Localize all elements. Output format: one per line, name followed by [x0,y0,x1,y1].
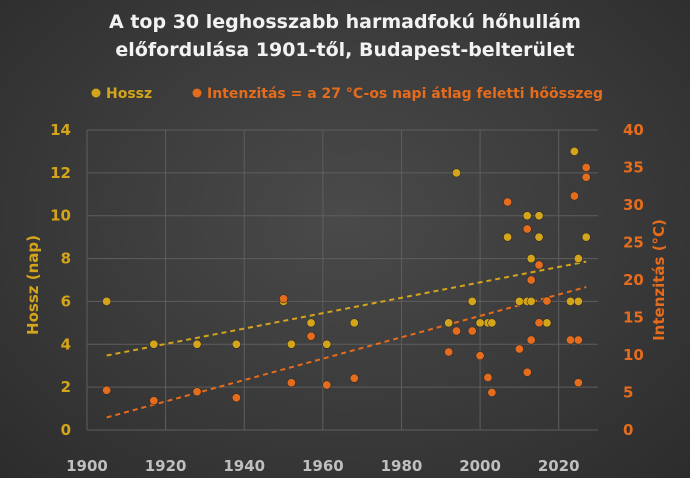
chart-title-line2: előfordulása 1901-től, Budapest-belterül… [115,39,574,61]
trendline-intenzitas [106,286,587,419]
point-intenzitas [573,378,583,388]
point-intenzitas [526,275,536,285]
trendlines [106,260,587,419]
point-intenzitas [286,378,296,388]
y-tick-label: 8 [61,250,71,268]
y2-tick-label: 0 [623,421,633,439]
legend-marker-intenzitas [192,88,202,98]
point-hossz [534,211,544,221]
y2-tick-label: 10 [623,346,644,364]
point-hossz [565,296,575,306]
y2-tick-label: 40 [623,121,644,139]
point-intenzitas [483,372,493,382]
point-hossz [149,339,159,349]
y2-tick-label: 25 [623,234,644,252]
x-tick-label: 1940 [223,457,265,475]
point-hossz [573,254,583,264]
point-hossz [451,168,461,178]
point-hossz [569,146,579,156]
x-tick-label: 1960 [302,457,344,475]
point-hossz [522,211,532,221]
y-tick-label: 0 [61,421,71,439]
point-hossz [306,318,316,328]
point-intenzitas [192,387,202,397]
y2-axis-title: Intenzitás (°C) [650,219,668,341]
point-hossz [444,318,454,328]
point-hossz [581,232,591,242]
point-hossz [475,318,485,328]
data-points [102,146,591,406]
point-intenzitas [534,260,544,270]
point-hossz [286,339,296,349]
y-tick-label: 6 [61,292,71,310]
point-intenzitas [542,296,552,306]
y-tick-label: 14 [50,121,71,139]
point-hossz [503,232,513,242]
point-intenzitas [522,224,532,234]
y2-tick-label: 35 [623,159,644,177]
y2-tick-label: 15 [623,309,644,327]
point-intenzitas [569,191,579,201]
point-intenzitas [102,385,112,395]
gridlines [86,129,598,431]
point-intenzitas [467,326,477,336]
point-intenzitas [149,396,159,406]
y-tick-label: 10 [50,207,71,225]
point-intenzitas [534,318,544,328]
y-tick-label: 4 [61,335,71,353]
point-intenzitas [279,294,289,304]
point-intenzitas [349,373,359,383]
point-intenzitas [451,326,461,336]
point-intenzitas [581,172,591,182]
point-intenzitas [444,347,454,357]
chart-title-line1: A top 30 leghosszabb harmadfokú hőhullám [109,11,581,33]
point-hossz [573,296,583,306]
point-intenzitas [231,393,241,403]
point-intenzitas [526,335,536,345]
y2-tick-label: 30 [623,196,644,214]
point-intenzitas [565,335,575,345]
point-hossz [349,318,359,328]
point-intenzitas [503,197,513,207]
point-intenzitas [514,344,524,354]
y-tick-label: 2 [61,378,71,396]
point-hossz [534,232,544,242]
point-hossz [526,254,536,264]
legend-marker-hossz [91,88,101,98]
point-intenzitas [487,387,497,397]
legend-label-intenzitas: Intenzitás = a 27 °C-os napi átlag felet… [207,86,603,102]
legend: Hossz Intenzitás = a 27 °C-os napi átlag… [91,86,603,102]
legend-label-hossz: Hossz [106,86,152,102]
y-tick-label: 12 [50,164,71,182]
point-intenzitas [306,331,316,341]
trendline-hossz [106,260,587,357]
point-hossz [231,339,241,349]
point-hossz [102,296,112,306]
x-tick-label: 1980 [381,457,423,475]
point-intenzitas [573,335,583,345]
point-hossz [467,296,477,306]
tick-labels: 0 2 4 6 8 10 12 14 1900 1920 1940 1960 1980 2000 2020 0… [50,121,644,475]
point-hossz [322,339,332,349]
point-hossz [542,318,552,328]
point-intenzitas [581,163,591,173]
x-tick-label: 2020 [538,457,580,475]
x-tick-label: 2000 [459,457,501,475]
y-axis-title: Hossz (nap) [24,235,42,335]
point-intenzitas [522,367,532,377]
point-hossz [487,318,497,328]
point-intenzitas [475,351,485,361]
point-intenzitas [322,380,332,390]
point-hossz [192,339,202,349]
point-hossz [526,296,536,306]
point-hossz [514,296,524,306]
x-tick-label: 1900 [66,457,108,475]
y2-tick-label: 5 [623,384,633,402]
x-tick-label: 1920 [145,457,187,475]
y2-tick-label: 20 [623,271,644,289]
